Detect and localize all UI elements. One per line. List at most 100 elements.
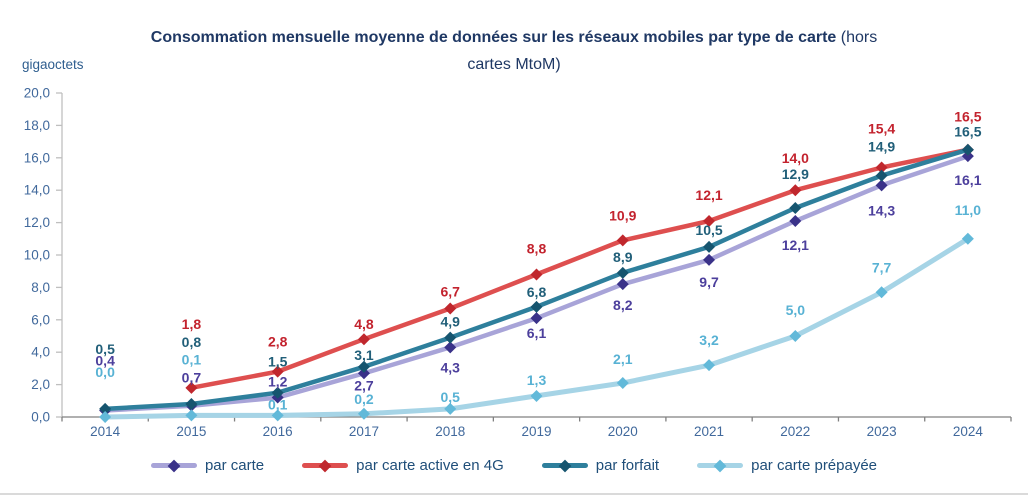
data-point-marker xyxy=(357,407,370,420)
data-point-marker xyxy=(789,330,802,342)
data-label: 6,8 xyxy=(527,284,547,300)
y-tick-label: 16,0 xyxy=(24,150,50,165)
x-tick-label: 2023 xyxy=(867,424,897,439)
data-label: 8,9 xyxy=(613,249,633,265)
data-point-marker xyxy=(271,386,284,399)
data-label: 0,5 xyxy=(95,341,115,357)
data-label: 10,5 xyxy=(695,222,722,238)
chart-title-main: Consommation mensuelle moyenne de donnée… xyxy=(150,29,837,46)
y-tick-label: 14,0 xyxy=(24,183,50,198)
x-tick-label: 2016 xyxy=(263,424,293,439)
data-label: 0,5 xyxy=(440,389,460,405)
x-tick-label: 2018 xyxy=(435,424,465,439)
data-label: 1,8 xyxy=(182,316,202,332)
series-line xyxy=(99,150,974,417)
data-label: 9,7 xyxy=(699,274,719,290)
series-line xyxy=(99,232,974,423)
data-point-marker xyxy=(875,161,888,174)
data-label: 1,3 xyxy=(527,372,547,388)
data-point-marker xyxy=(185,398,198,411)
series-labels: 0,0 0,1 0,1 0,2 0,5 1,3 2,1 3,2 5,0 7,7 11,0 xyxy=(95,202,981,413)
data-point-marker xyxy=(616,234,629,247)
data-label: 0,8 xyxy=(182,334,202,350)
y-tick-label: 6,0 xyxy=(31,312,50,327)
data-point-marker xyxy=(789,214,802,227)
data-label: 16,5 xyxy=(954,124,981,140)
data-point-marker xyxy=(357,333,370,346)
legend-swatch-par-forfait-icon xyxy=(541,459,588,472)
data-point-marker xyxy=(875,169,888,182)
data-label: 4,9 xyxy=(440,314,460,330)
series-line xyxy=(99,143,974,415)
y-tick-label: 0,0 xyxy=(31,410,50,425)
data-label: 14,9 xyxy=(868,139,895,155)
data-point-marker xyxy=(444,402,457,415)
x-tick-label: 2022 xyxy=(780,424,810,439)
data-label: 0,1 xyxy=(268,396,288,412)
data-label: 12,1 xyxy=(695,187,722,203)
y-axis: 0,0 2,0 4,0 6,0 8,0 10,0 12,0 14,0 16,0 18,0 20,0 xyxy=(24,86,63,425)
series-labels: 1,8 2,8 4,8 6,7 8,8 10,9 12,1 14,0 15,4 16,5 xyxy=(182,109,982,350)
data-point-marker xyxy=(616,278,629,291)
y-tick-label: 2,0 xyxy=(31,377,50,392)
data-point-marker xyxy=(703,214,716,227)
y-tick-label: 4,0 xyxy=(31,345,50,360)
data-point-marker xyxy=(444,331,457,344)
y-tick-label: 18,0 xyxy=(24,118,50,133)
legend-label: par carte xyxy=(204,457,265,474)
data-label: 1,5 xyxy=(268,354,288,370)
legend-item-par-forfait: par forfait xyxy=(541,457,660,474)
y-tick-label: 8,0 xyxy=(31,280,50,295)
data-label: 0,0 xyxy=(95,364,115,380)
data-label: 1,2 xyxy=(268,374,288,390)
data-point-marker xyxy=(185,381,198,394)
y-tick-label: 10,0 xyxy=(24,248,50,263)
data-point-marker xyxy=(875,179,888,192)
x-tick-label: 2020 xyxy=(608,424,638,439)
legend-label: par forfait xyxy=(595,457,660,474)
y-axis-unit-label: gigaoctets xyxy=(22,57,84,72)
data-label: 0,2 xyxy=(354,391,374,407)
data-label: 14,0 xyxy=(782,150,809,166)
data-point-marker xyxy=(271,409,284,422)
data-label: 7,7 xyxy=(872,259,892,275)
data-label: 0,4 xyxy=(95,353,115,369)
x-axis: 2014 2015 2016 2017 2018 2019 2020 2021 2022 2023… xyxy=(61,416,1012,439)
legend-swatch-par-carte-prepayee-icon xyxy=(697,459,744,472)
data-point-marker xyxy=(357,367,370,380)
data-label: 3,1 xyxy=(354,347,374,363)
chart-title-note: (hors cartes MtoM) xyxy=(467,29,878,73)
legend-item-par-carte-active-4g: par carte active en 4G xyxy=(302,457,504,474)
data-point-marker xyxy=(530,268,543,281)
data-label: 10,9 xyxy=(609,207,636,223)
data-label: 12,1 xyxy=(782,237,809,253)
data-point-marker xyxy=(530,312,543,325)
data-point-marker xyxy=(616,266,629,279)
data-point-marker xyxy=(530,300,543,313)
x-tick-label: 2017 xyxy=(349,424,379,439)
data-point-marker xyxy=(99,402,112,415)
data-point-marker xyxy=(703,240,716,253)
data-point-marker xyxy=(961,150,974,163)
data-label: 4,8 xyxy=(354,316,374,332)
data-point-marker xyxy=(789,184,802,197)
data-label: 5,0 xyxy=(786,302,806,318)
data-label: 0,1 xyxy=(182,351,202,367)
data-label: 16,1 xyxy=(954,172,981,188)
y-tick-label: 12,0 xyxy=(24,215,50,230)
legend-swatch-par-carte-active-4g-icon xyxy=(302,459,349,472)
data-label: 2,1 xyxy=(613,351,633,367)
data-point-marker xyxy=(616,376,629,389)
data-point-marker xyxy=(444,302,457,315)
legend-label: par carte prépayée xyxy=(751,457,878,474)
data-point-marker xyxy=(99,411,112,423)
x-tick-label: 2015 xyxy=(176,424,206,439)
legend-label: par carte active en 4G xyxy=(356,457,504,474)
data-point-marker xyxy=(961,143,974,156)
data-label: 8,2 xyxy=(613,297,633,313)
data-label: 2,8 xyxy=(268,334,288,350)
data-label: 6,1 xyxy=(527,325,547,341)
data-label: 16,5 xyxy=(954,109,981,125)
data-label: 3,2 xyxy=(699,332,719,348)
